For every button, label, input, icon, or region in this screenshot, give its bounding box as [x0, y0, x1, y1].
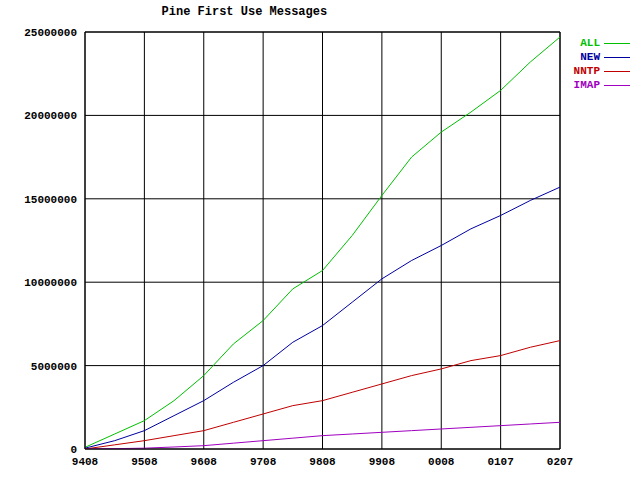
svg-text:20000000: 20000000	[24, 110, 77, 122]
svg-text:9508: 9508	[131, 456, 158, 468]
svg-text:9908: 9908	[369, 456, 396, 468]
svg-text:0207: 0207	[547, 456, 573, 468]
svg-text:25000000: 25000000	[24, 27, 77, 39]
html-text:IMAP: IMAP	[573, 79, 600, 91]
svg-text:9408: 9408	[72, 456, 99, 468]
svg-text:0107: 0107	[487, 456, 513, 468]
html-text:ALL: ALL	[580, 37, 600, 49]
html-text:Pine First Use Messages: Pine First Use Messages	[161, 5, 328, 19]
svg-text:0: 0	[70, 444, 77, 456]
svg-text:9708: 9708	[250, 456, 277, 468]
svg-text:0008: 0008	[428, 456, 455, 468]
svg-text:10000000: 10000000	[24, 277, 77, 289]
html-text:NNTP: NNTP	[573, 65, 600, 77]
html-text:NEW: NEW	[580, 51, 600, 63]
svg-text:15000000: 15000000	[24, 194, 77, 206]
svg-text:5000000: 5000000	[31, 361, 77, 373]
svg-text:9608: 9608	[191, 456, 218, 468]
svg-text:9808: 9808	[309, 456, 336, 468]
